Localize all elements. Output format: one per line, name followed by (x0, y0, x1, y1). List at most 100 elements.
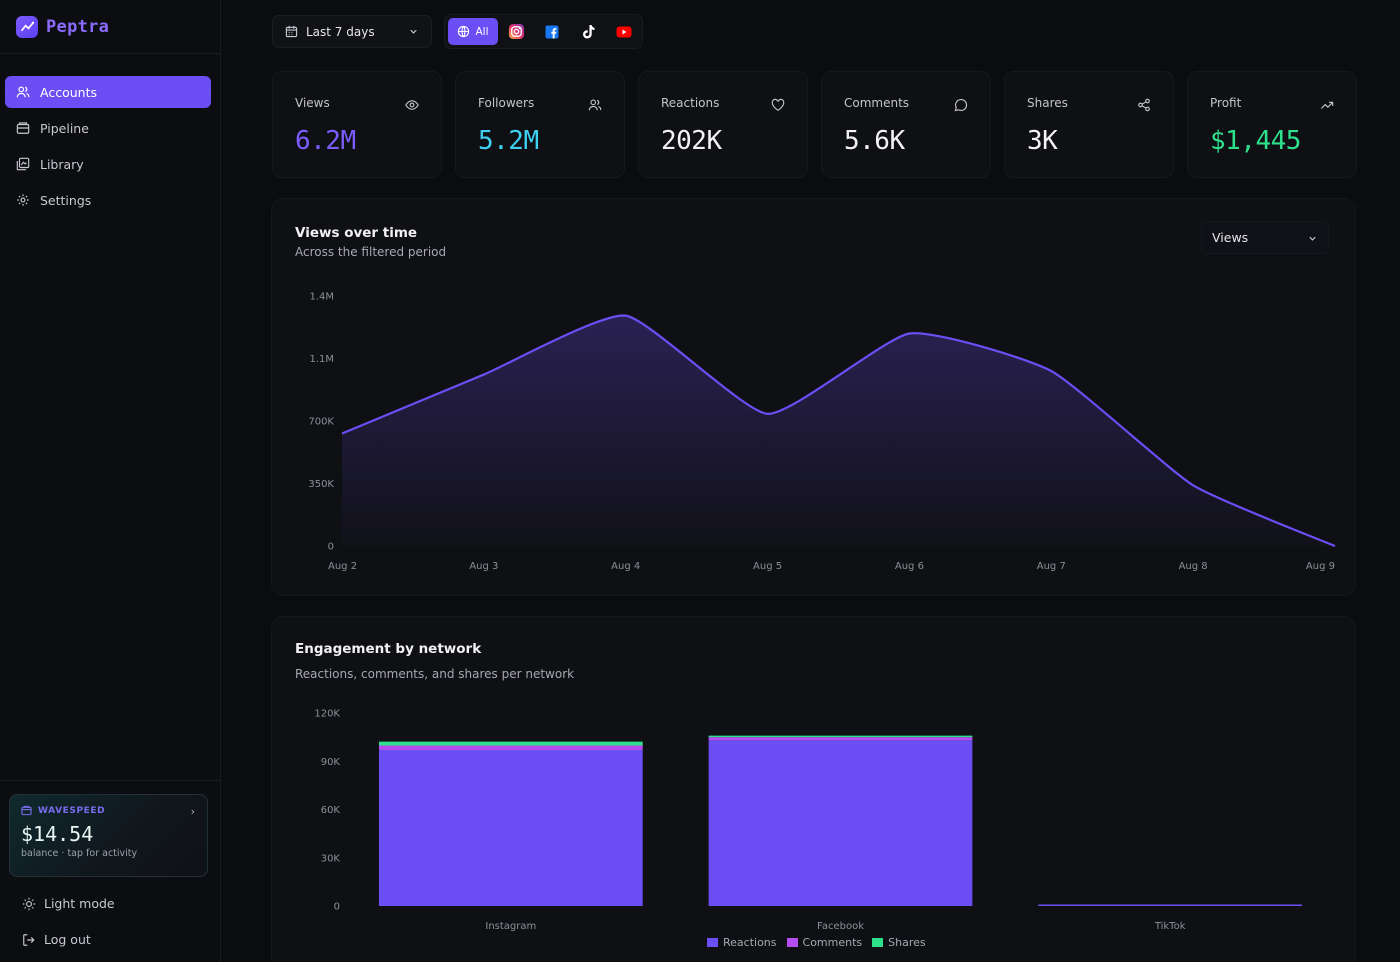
y-tick-label: 60K (321, 805, 341, 816)
comment-icon (954, 99, 968, 112)
brand-name: Peptra (46, 16, 110, 37)
sidebar-item-pipeline[interactable]: Pipeline (5, 112, 211, 144)
x-tick-label: TikTok (1154, 921, 1186, 932)
users-icon (16, 86, 30, 98)
sidebar-nav: Accounts Pipeline Library Settings (0, 54, 220, 216)
views-chart-subtitle: Across the filtered period (295, 245, 447, 259)
kpi-value: 5.6K (844, 126, 905, 156)
views-area-chart: 0 350K 700K 1.1M 1.4M Aug 2 Aug 3 Aug 4 Aug 5 Au… (308, 292, 1336, 572)
eye-icon (405, 100, 419, 110)
kpi-label: Reactions (661, 96, 720, 110)
bar-segment-comments[interactable] (378, 745, 643, 750)
legend-swatch (707, 938, 718, 947)
kpi-card-views: Views 6.2M (272, 71, 442, 178)
kpi-card-profit: Profit $1,445 (1187, 71, 1357, 178)
sidebar-divider (0, 780, 221, 781)
trending-up-icon (1320, 101, 1334, 109)
x-tick-label: Aug 4 (611, 561, 640, 572)
sidebar-item-accounts[interactable]: Accounts (5, 76, 211, 108)
x-tick-label: Aug 3 (469, 561, 498, 572)
wallet-subtitle: balance · tap for activity (21, 848, 138, 859)
kpi-card-reactions: Reactions 202K (638, 71, 808, 178)
legend-label: Comments (802, 936, 863, 949)
sun-icon (22, 897, 36, 910)
chevron-down-icon (410, 29, 417, 34)
network-filter: All (444, 14, 643, 49)
wallet-card[interactable]: WAVESPEED › $14.54 balance · tap for act… (9, 794, 208, 877)
calendar-icon (285, 25, 298, 38)
instagram-icon (508, 23, 524, 40)
light-mode-toggle[interactable]: Light mode (22, 896, 115, 911)
logout-icon (23, 933, 35, 946)
y-tick-label: 120K (314, 709, 340, 720)
bar-segment-reactions[interactable] (1038, 904, 1303, 907)
sidebar-item-label: Pipeline (40, 120, 89, 136)
kpi-value: 5.2M (478, 126, 539, 156)
chart-legend: Reactions Comments Shares (707, 936, 926, 949)
x-tick-label: Aug 2 (328, 561, 357, 572)
metric-select-value: Views (1212, 230, 1249, 245)
kpi-label: Profit (1210, 96, 1242, 110)
engagement-bar-chart: 0 30K 60K 90K 120K Instagram Facebook TikTok (314, 709, 1303, 932)
legend-label: Shares (888, 936, 926, 949)
globe-icon (458, 25, 470, 38)
legend-swatch (786, 938, 798, 947)
kpi-value: 3K (1027, 126, 1058, 156)
y-tick-label: 0 (328, 542, 334, 553)
heart-icon (771, 98, 785, 111)
x-tick-label: Aug 8 (1179, 561, 1208, 572)
share-icon (1138, 98, 1150, 112)
date-range-value: Last 7 days (306, 24, 375, 39)
legend-label: Reactions (723, 936, 777, 949)
bar-segment-reactions[interactable] (708, 740, 973, 906)
y-tick-label: 1.4M (309, 292, 334, 303)
logout-button[interactable]: Log out (22, 932, 91, 947)
engagement-chart-panel: Engagement by network Reactions, comment… (271, 616, 1356, 962)
y-tick-label: 30K (321, 853, 341, 864)
brand[interactable]: Peptra (0, 0, 220, 54)
kpi-card-comments: Comments 5.6K (821, 71, 991, 178)
legend-item-shares[interactable]: Shares (872, 936, 926, 949)
facebook-icon (545, 25, 559, 38)
y-tick-label: 90K (321, 757, 341, 768)
sidebar-item-label: Settings (40, 192, 92, 208)
x-tick-label: Aug 7 (1037, 561, 1066, 572)
chevron-down-icon (1309, 236, 1316, 241)
y-tick-label: 1.1M (309, 354, 334, 365)
kpi-card-shares: Shares 3K (1004, 71, 1174, 178)
x-tick-label: Instagram (485, 921, 536, 932)
x-tick-label: Facebook (817, 921, 864, 932)
x-tick-label: Aug 9 (1306, 561, 1335, 572)
network-filter-youtube[interactable] (606, 18, 642, 45)
bar-segment-shares[interactable] (708, 735, 973, 738)
engagement-chart-subtitle: Reactions, comments, and shares per netw… (295, 667, 575, 681)
x-tick-label: Aug 6 (895, 561, 924, 572)
metric-select[interactable]: Views (1201, 221, 1329, 254)
legend-swatch (872, 938, 884, 947)
users-icon (588, 99, 602, 111)
logout-label: Log out (44, 932, 91, 947)
pipeline-icon (16, 122, 30, 134)
sidebar-item-library[interactable]: Library (5, 148, 211, 180)
wallet-balance: $14.54 (21, 822, 94, 846)
date-range-select[interactable]: Last 7 days (272, 15, 432, 48)
views-chart-panel: Views over time Across the filtered peri… (271, 198, 1356, 596)
views-chart-title: Views over time (295, 225, 418, 241)
network-filter-all[interactable]: All (448, 18, 498, 45)
y-tick-label: 350K (308, 479, 334, 490)
bar-segment-reactions[interactable] (378, 749, 643, 906)
sidebar-item-label: Library (40, 156, 84, 172)
kpi-label: Views (295, 96, 330, 110)
kpi-card-followers: Followers 5.2M (455, 71, 625, 178)
network-filter-instagram[interactable] (498, 18, 534, 45)
bar-segment-comments[interactable] (708, 737, 973, 741)
network-filter-tiktok[interactable] (570, 18, 606, 45)
sidebar-item-settings[interactable]: Settings (5, 184, 211, 216)
legend-item-comments[interactable]: Comments (786, 936, 863, 949)
bar-segment-shares[interactable] (378, 741, 643, 746)
legend-item-reactions[interactable]: Reactions (707, 936, 777, 949)
wallet-icon (21, 805, 32, 816)
y-tick-label: 700K (308, 417, 334, 428)
network-filter-facebook[interactable] (534, 18, 570, 45)
engagement-chart-title: Engagement by network (295, 641, 482, 657)
